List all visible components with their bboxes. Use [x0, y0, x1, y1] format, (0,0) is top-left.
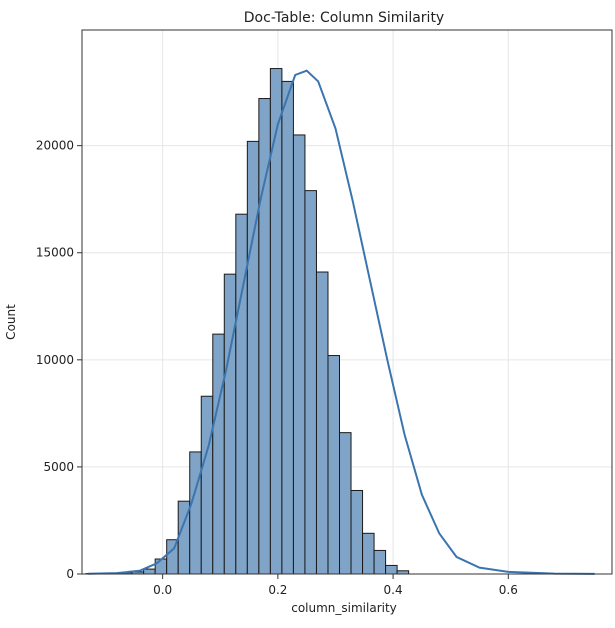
histogram-bar [190, 452, 202, 574]
x-tick-label: 0.0 [153, 583, 172, 597]
histogram-bar [224, 274, 236, 574]
histogram-bar [155, 559, 167, 574]
histogram-bar [340, 433, 352, 574]
histogram-bar [247, 141, 259, 574]
histogram-bar [259, 99, 271, 574]
y-tick-label: 0 [66, 567, 74, 581]
y-axis-label: Count [4, 304, 18, 340]
histogram-bar [270, 69, 282, 574]
histogram-bar [144, 569, 156, 574]
histogram-bar [386, 565, 398, 574]
y-tick-label: 15000 [36, 246, 74, 260]
histogram-bar [236, 214, 248, 574]
histogram-bar [328, 356, 340, 574]
histogram-bar [351, 490, 363, 574]
histogram-bar [293, 135, 305, 574]
histogram-bar [305, 191, 317, 574]
bars-layer [86, 69, 409, 574]
y-tick-label: 5000 [43, 460, 74, 474]
x-tick-label: 0.4 [384, 583, 403, 597]
histogram-bar [213, 334, 225, 574]
histogram-bar [282, 81, 294, 574]
histogram-bar [363, 533, 375, 574]
x-tick-label: 0.2 [268, 583, 287, 597]
histogram-bar [374, 550, 386, 574]
y-tick-label: 10000 [36, 353, 74, 367]
x-axis-label: column_similarity [291, 601, 397, 615]
histogram-bar [316, 272, 328, 574]
chart-title: Doc-Table: Column Similarity [244, 10, 444, 26]
histogram-bar [201, 396, 213, 574]
x-axis-ticks: 0.0 0.2 0.4 0.6 [153, 574, 518, 597]
x-tick-label: 0.6 [499, 583, 518, 597]
y-tick-label: 20000 [36, 139, 74, 153]
y-axis-ticks: 0 5000 10000 15000 20000 [36, 139, 82, 581]
